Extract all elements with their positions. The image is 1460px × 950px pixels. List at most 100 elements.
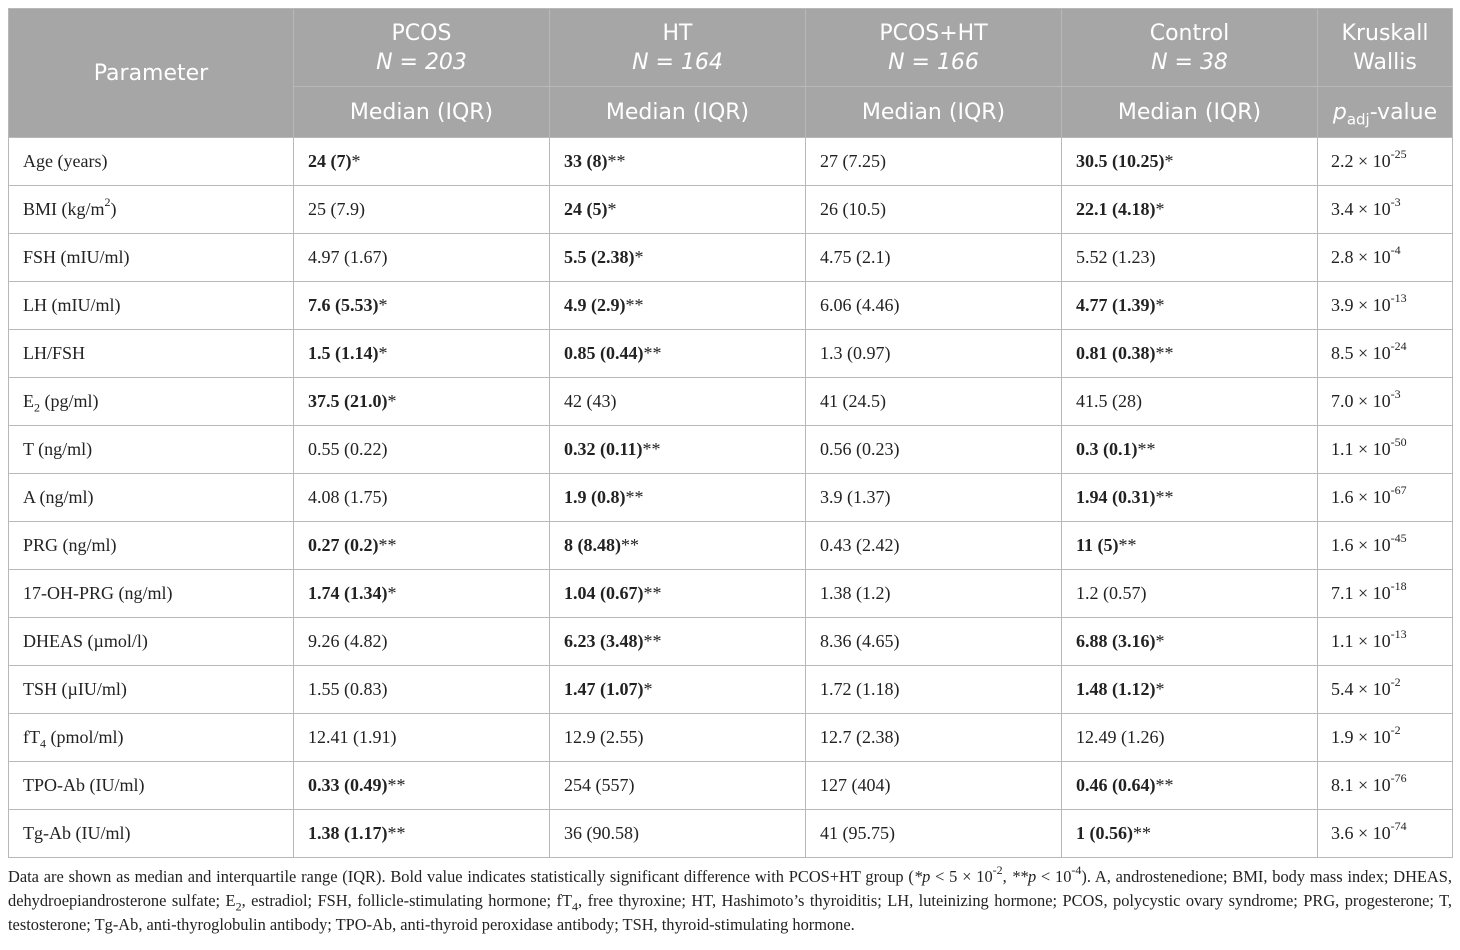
significance-marker: ** xyxy=(621,535,639,555)
footnote-exp: -2 xyxy=(992,862,1003,877)
median-iqr-value: 0.46 (0.64) xyxy=(1076,775,1156,795)
pvalue-exponent: -25 xyxy=(1390,147,1407,161)
median-iqr-value: 1.04 (0.67) xyxy=(564,583,644,603)
significance-marker: * xyxy=(1155,631,1165,651)
footnote-star: ** xyxy=(1011,867,1028,886)
median-iqr-value: 42 (43) xyxy=(564,391,617,411)
pvalue-header: padj-value xyxy=(1317,86,1453,138)
median-iqr-value: 1.2 (0.57) xyxy=(1076,583,1147,603)
median-iqr-value: 12.49 (1.26) xyxy=(1076,727,1165,747)
median-iqr-value: 4.97 (1.67) xyxy=(308,247,388,267)
parameter-name: PRG (ng/ml) xyxy=(23,535,117,555)
median-iqr-cell: 1.9 (0.8)** xyxy=(549,473,806,522)
pvalue-rest: -value xyxy=(1369,99,1438,125)
median-iqr-cell: 41 (95.75) xyxy=(805,809,1062,858)
pvalue-exponent: -3 xyxy=(1390,195,1401,209)
median-iqr-cell: 1.48 (1.12)* xyxy=(1061,665,1318,714)
median-iqr-cell: 7.6 (5.53)* xyxy=(293,281,550,330)
kw-line1: Kruskall xyxy=(1341,20,1429,46)
table-row: A (ng/ml) 4.08 (1.75) 1.9 (0.8)** 3.9 (1.37… xyxy=(8,473,1453,522)
parameter-cell: DHEAS (µmol/l) xyxy=(8,617,294,666)
pvalue-cell: 1.9 × 10-2 xyxy=(1317,713,1453,762)
table-row: fT4 (pmol/ml) 12.41 (1.91) 12.9 (2.55) 12.7… xyxy=(8,713,1453,762)
median-iqr-value: 4.9 (2.9) xyxy=(564,295,626,315)
significance-marker: * xyxy=(1155,199,1165,219)
footnote-p: p xyxy=(922,867,931,886)
median-iqr-value: 0.85 (0.44) xyxy=(564,343,644,363)
median-iqr-cell: 4.97 (1.67) xyxy=(293,233,550,282)
footnote-text: < 5 × 10 xyxy=(930,867,993,886)
median-iqr-value: 41.5 (28) xyxy=(1076,391,1142,411)
median-iqr-value: 24 (7) xyxy=(308,151,352,171)
pvalue-cell: 2.8 × 10-4 xyxy=(1317,233,1453,282)
parameter-name: TSH (µIU/ml) xyxy=(23,679,127,699)
median-iqr-value: 0.43 (2.42) xyxy=(820,535,900,555)
pvalue-mantissa: 1.1 × 10 xyxy=(1331,631,1391,651)
parameter-cell: LH (mIU/ml) xyxy=(8,281,294,330)
parameter-sup: 2 xyxy=(104,195,111,209)
median-iqr-cell: 4.77 (1.39)* xyxy=(1061,281,1318,330)
pvalue-exponent: -67 xyxy=(1390,483,1407,497)
median-iqr-cell: 6.88 (3.16)* xyxy=(1061,617,1318,666)
pvalue-mantissa: 1.9 × 10 xyxy=(1331,727,1391,747)
median-iqr-value: 1.9 (0.8) xyxy=(564,487,626,507)
significance-marker: * xyxy=(1155,679,1165,699)
significance-marker: * xyxy=(351,151,361,171)
significance-marker: * xyxy=(643,679,653,699)
parameter-name: FSH (mIU/ml) xyxy=(23,247,130,267)
median-iqr-value: 0.33 (0.49) xyxy=(308,775,388,795)
table-row: Age (years) 24 (7)* 33 (8)** 27 (7.25) 30.5 … xyxy=(8,137,1453,186)
pvalue-exponent: -3 xyxy=(1390,387,1401,401)
table-header: Parameter PCOS N = 203 HT N = 164 PCOS+H… xyxy=(8,8,1453,138)
group-name: PCOS xyxy=(391,20,452,46)
parameter-name: LH/FSH xyxy=(23,343,86,363)
median-iqr-cell: 0.3 (0.1)** xyxy=(1061,425,1318,474)
median-iqr-cell: 5.52 (1.23) xyxy=(1061,233,1318,282)
median-iqr-value: 0.81 (0.38) xyxy=(1076,343,1156,363)
significance-marker: ** xyxy=(1155,487,1174,507)
pvalue-mantissa: 3.9 × 10 xyxy=(1331,295,1391,315)
significance-marker: ** xyxy=(1118,535,1137,555)
median-iqr-cell: 12.9 (2.55) xyxy=(549,713,806,762)
median-iqr-cell: 41.5 (28) xyxy=(1061,377,1318,426)
stat-header: Median (IQR) xyxy=(1061,86,1318,138)
significance-marker: * xyxy=(607,199,617,219)
median-iqr-cell: 1.55 (0.83) xyxy=(293,665,550,714)
pvalue-cell: 3.4 × 10-3 xyxy=(1317,185,1453,234)
parameter-cell: Tg-Ab (IU/ml) xyxy=(8,809,294,858)
group-n: N = 166 xyxy=(888,49,979,75)
significance-marker: ** xyxy=(643,343,662,363)
pvalue-cell: 1.6 × 10-45 xyxy=(1317,521,1453,570)
median-iqr-value: 3.9 (1.37) xyxy=(820,487,891,507)
pvalue-mantissa: 2.8 × 10 xyxy=(1331,247,1391,267)
pvalue-mantissa: 3.4 × 10 xyxy=(1331,199,1391,219)
median-iqr-cell: 41 (24.5) xyxy=(805,377,1062,426)
median-iqr-value: 12.9 (2.55) xyxy=(564,727,644,747)
median-iqr-cell: 0.27 (0.2)** xyxy=(293,521,550,570)
parameter-cell: Age (years) xyxy=(8,137,294,186)
significance-marker: ** xyxy=(643,631,662,651)
median-iqr-cell: 1.5 (1.14)* xyxy=(293,329,550,378)
median-iqr-cell: 4.08 (1.75) xyxy=(293,473,550,522)
median-iqr-value: 1.38 (1.17) xyxy=(308,823,388,843)
pvalue-mantissa: 3.6 × 10 xyxy=(1331,823,1391,843)
stat-header: Median (IQR) xyxy=(549,86,806,138)
median-iqr-cell: 0.32 (0.11)** xyxy=(549,425,806,474)
table-row: T (ng/ml) 0.55 (0.22) 0.32 (0.11)** 0.56 (0… xyxy=(8,425,1453,474)
group-name: PCOS+HT xyxy=(879,20,988,46)
median-iqr-cell: 4.9 (2.9)** xyxy=(549,281,806,330)
median-iqr-value: 37.5 (21.0) xyxy=(308,391,388,411)
table-row: TPO-Ab (IU/ml) 0.33 (0.49)** 254 (557) 127 … xyxy=(8,761,1453,810)
median-iqr-cell: 12.41 (1.91) xyxy=(293,713,550,762)
kruskal-wallis-header: Kruskall Wallis xyxy=(1317,8,1453,87)
parameter-name: T (ng/ml) xyxy=(23,439,93,459)
median-iqr-cell: 0.43 (2.42) xyxy=(805,521,1062,570)
median-iqr-cell: 24 (7)* xyxy=(293,137,550,186)
median-iqr-value: 4.08 (1.75) xyxy=(308,487,388,507)
significance-marker: * xyxy=(387,391,397,411)
group-header-pcos: PCOS N = 203 xyxy=(293,8,550,87)
significance-marker: ** xyxy=(625,295,644,315)
stat-header: Median (IQR) xyxy=(293,86,550,138)
group-name: HT xyxy=(662,20,693,46)
parameter-cell: PRG (ng/ml) xyxy=(8,521,294,570)
